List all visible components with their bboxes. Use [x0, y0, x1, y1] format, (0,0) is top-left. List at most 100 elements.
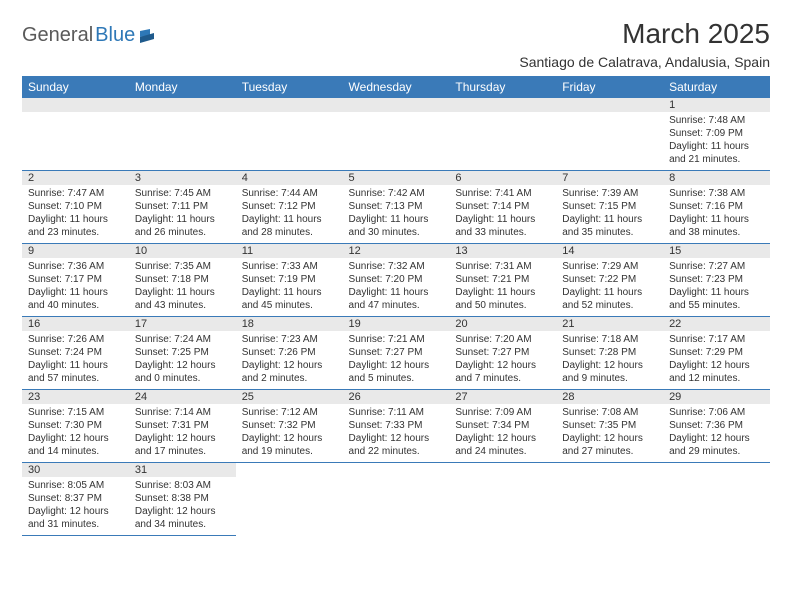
daylight-text: Daylight: 12 hours and 22 minutes.: [349, 432, 444, 458]
daylight-text: Daylight: 12 hours and 24 minutes.: [455, 432, 550, 458]
sunset-text: Sunset: 7:25 PM: [135, 346, 230, 359]
calendar-day-cell: 17Sunrise: 7:24 AMSunset: 7:25 PMDayligh…: [129, 317, 236, 390]
sunset-text: Sunset: 7:33 PM: [349, 419, 444, 432]
sunrise-text: Sunrise: 7:33 AM: [242, 260, 337, 273]
day-details: Sunrise: 7:15 AMSunset: 7:30 PMDaylight:…: [22, 404, 129, 462]
day-number: 28: [556, 390, 663, 404]
calendar-day-cell: [556, 98, 663, 171]
day-details: Sunrise: 7:31 AMSunset: 7:21 PMDaylight:…: [449, 258, 556, 316]
weekday-header: Sunday: [22, 76, 129, 98]
day-number: 12: [343, 244, 450, 258]
day-details: Sunrise: 8:05 AMSunset: 8:37 PMDaylight:…: [22, 477, 129, 535]
day-details: Sunrise: 7:47 AMSunset: 7:10 PMDaylight:…: [22, 185, 129, 243]
day-number: 14: [556, 244, 663, 258]
calendar-day-cell: 22Sunrise: 7:17 AMSunset: 7:29 PMDayligh…: [663, 317, 770, 390]
calendar-day-cell: 13Sunrise: 7:31 AMSunset: 7:21 PMDayligh…: [449, 244, 556, 317]
sunset-text: Sunset: 7:27 PM: [349, 346, 444, 359]
calendar-day-cell: 8Sunrise: 7:38 AMSunset: 7:16 PMDaylight…: [663, 171, 770, 244]
daylight-text: Daylight: 11 hours and 43 minutes.: [135, 286, 230, 312]
daylight-text: Daylight: 11 hours and 21 minutes.: [669, 140, 764, 166]
empty-day-bar: [449, 98, 556, 112]
daylight-text: Daylight: 12 hours and 5 minutes.: [349, 359, 444, 385]
sunrise-text: Sunrise: 7:18 AM: [562, 333, 657, 346]
calendar-day-cell: 29Sunrise: 7:06 AMSunset: 7:36 PMDayligh…: [663, 390, 770, 463]
daylight-text: Daylight: 12 hours and 2 minutes.: [242, 359, 337, 385]
sunset-text: Sunset: 7:34 PM: [455, 419, 550, 432]
sunset-text: Sunset: 7:12 PM: [242, 200, 337, 213]
calendar-day-cell: 23Sunrise: 7:15 AMSunset: 7:30 PMDayligh…: [22, 390, 129, 463]
sunrise-text: Sunrise: 7:15 AM: [28, 406, 123, 419]
day-number: 6: [449, 171, 556, 185]
day-number: 22: [663, 317, 770, 331]
sunset-text: Sunset: 7:24 PM: [28, 346, 123, 359]
day-number: 15: [663, 244, 770, 258]
sunset-text: Sunset: 7:28 PM: [562, 346, 657, 359]
sunrise-text: Sunrise: 7:12 AM: [242, 406, 337, 419]
sunset-text: Sunset: 8:38 PM: [135, 492, 230, 505]
calendar-day-cell: 28Sunrise: 7:08 AMSunset: 7:35 PMDayligh…: [556, 390, 663, 463]
brand-part2: Blue: [95, 24, 135, 47]
day-number: 19: [343, 317, 450, 331]
sunrise-text: Sunrise: 7:38 AM: [669, 187, 764, 200]
calendar-day-cell: [129, 98, 236, 171]
daylight-text: Daylight: 12 hours and 7 minutes.: [455, 359, 550, 385]
day-number: 17: [129, 317, 236, 331]
day-number: 9: [22, 244, 129, 258]
calendar-day-cell: 12Sunrise: 7:32 AMSunset: 7:20 PMDayligh…: [343, 244, 450, 317]
sunrise-text: Sunrise: 7:32 AM: [349, 260, 444, 273]
daylight-text: Daylight: 12 hours and 17 minutes.: [135, 432, 230, 458]
weekday-header: Friday: [556, 76, 663, 98]
sunrise-text: Sunrise: 7:24 AM: [135, 333, 230, 346]
empty-day-bar: [556, 98, 663, 112]
day-number: 20: [449, 317, 556, 331]
calendar-day-cell: 16Sunrise: 7:26 AMSunset: 7:24 PMDayligh…: [22, 317, 129, 390]
calendar-day-cell: 31Sunrise: 8:03 AMSunset: 8:38 PMDayligh…: [129, 463, 236, 536]
sunset-text: Sunset: 7:35 PM: [562, 419, 657, 432]
calendar-day-cell: 3Sunrise: 7:45 AMSunset: 7:11 PMDaylight…: [129, 171, 236, 244]
calendar-day-cell: [236, 98, 343, 171]
day-number: 4: [236, 171, 343, 185]
sunrise-text: Sunrise: 7:47 AM: [28, 187, 123, 200]
month-title: March 2025: [519, 18, 770, 50]
daylight-text: Daylight: 11 hours and 45 minutes.: [242, 286, 337, 312]
calendar-week-row: 30Sunrise: 8:05 AMSunset: 8:37 PMDayligh…: [22, 463, 770, 536]
calendar-day-cell: [343, 463, 450, 536]
day-details: Sunrise: 7:38 AMSunset: 7:16 PMDaylight:…: [663, 185, 770, 243]
daylight-text: Daylight: 11 hours and 38 minutes.: [669, 213, 764, 239]
day-number: 25: [236, 390, 343, 404]
sunrise-text: Sunrise: 7:36 AM: [28, 260, 123, 273]
calendar-day-cell: 2Sunrise: 7:47 AMSunset: 7:10 PMDaylight…: [22, 171, 129, 244]
sunrise-text: Sunrise: 7:44 AM: [242, 187, 337, 200]
weekday-header: Wednesday: [343, 76, 450, 98]
day-number: 5: [343, 171, 450, 185]
sunset-text: Sunset: 7:20 PM: [349, 273, 444, 286]
sunrise-text: Sunrise: 7:29 AM: [562, 260, 657, 273]
day-number: 8: [663, 171, 770, 185]
day-details: Sunrise: 7:39 AMSunset: 7:15 PMDaylight:…: [556, 185, 663, 243]
sunset-text: Sunset: 7:17 PM: [28, 273, 123, 286]
weekday-header: Tuesday: [236, 76, 343, 98]
calendar-day-cell: 27Sunrise: 7:09 AMSunset: 7:34 PMDayligh…: [449, 390, 556, 463]
sunset-text: Sunset: 7:14 PM: [455, 200, 550, 213]
daylight-text: Daylight: 11 hours and 50 minutes.: [455, 286, 550, 312]
empty-day-bar: [343, 98, 450, 112]
day-details: Sunrise: 7:21 AMSunset: 7:27 PMDaylight:…: [343, 331, 450, 389]
calendar-day-cell: 4Sunrise: 7:44 AMSunset: 7:12 PMDaylight…: [236, 171, 343, 244]
calendar-day-cell: [449, 463, 556, 536]
day-details: Sunrise: 7:06 AMSunset: 7:36 PMDaylight:…: [663, 404, 770, 462]
empty-day-bar: [236, 98, 343, 112]
calendar-day-cell: 24Sunrise: 7:14 AMSunset: 7:31 PMDayligh…: [129, 390, 236, 463]
day-number: 11: [236, 244, 343, 258]
daylight-text: Daylight: 11 hours and 57 minutes.: [28, 359, 123, 385]
location-text: Santiago de Calatrava, Andalusia, Spain: [519, 54, 770, 70]
calendar-day-cell: 7Sunrise: 7:39 AMSunset: 7:15 PMDaylight…: [556, 171, 663, 244]
day-number: 18: [236, 317, 343, 331]
day-details: Sunrise: 7:11 AMSunset: 7:33 PMDaylight:…: [343, 404, 450, 462]
calendar-week-row: 9 Sunrise: 7:36 AMSunset: 7:17 PM Daylight…: [22, 244, 770, 317]
day-details: Sunrise: 7:29 AMSunset: 7:22 PMDaylight:…: [556, 258, 663, 316]
calendar-day-cell: 19Sunrise: 7:21 AMSunset: 7:27 PMDayligh…: [343, 317, 450, 390]
sunrise-text: Sunrise: 7:11 AM: [349, 406, 444, 419]
day-details: Sunrise: 7:32 AMSunset: 7:20 PMDaylight:…: [343, 258, 450, 316]
daylight-text: Daylight: 12 hours and 14 minutes.: [28, 432, 123, 458]
day-details: Sunrise: 7:41 AMSunset: 7:14 PMDaylight:…: [449, 185, 556, 243]
